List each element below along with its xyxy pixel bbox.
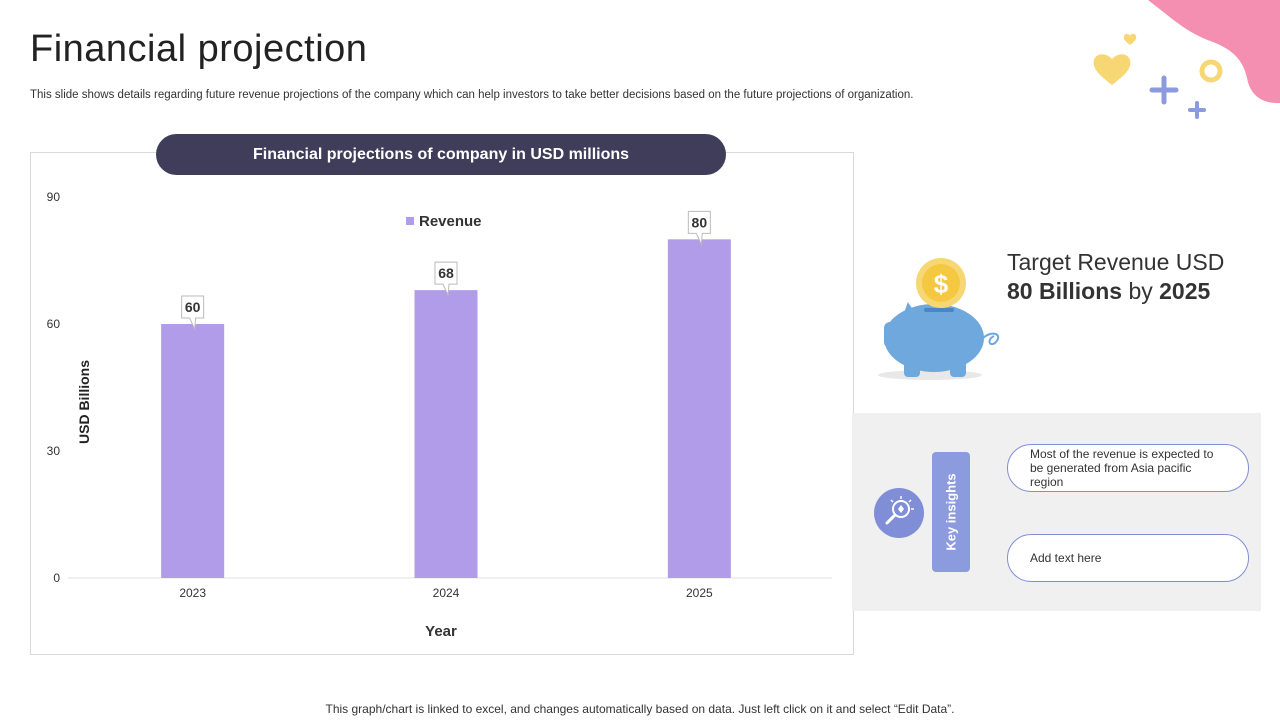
target-line-1: Target Revenue USD xyxy=(1007,249,1225,275)
target-year: 2025 xyxy=(1159,278,1211,304)
heart-icon xyxy=(1123,33,1137,45)
corner-decoration xyxy=(1093,0,1280,119)
insight-box-2[interactable]: Add text here xyxy=(1007,534,1249,582)
footer-note: This graph/chart is linked to excel, and… xyxy=(325,702,955,716)
target-revenue: Target Revenue USD 80 Billions by 2025 xyxy=(1007,248,1224,306)
pink-blob xyxy=(1148,0,1280,104)
dollar-coin-icon: $ xyxy=(916,258,966,308)
key-insights-tab: Key insights xyxy=(932,452,970,572)
target-amount: 80 Billions xyxy=(1007,278,1123,304)
piggy-bank-icon: $ xyxy=(878,258,1000,380)
insight-text-1: Most of the revenue is expected to be ge… xyxy=(1030,447,1214,489)
plus-icon xyxy=(1149,75,1179,105)
target-line-2: 80 Billions by 2025 xyxy=(1007,277,1224,306)
lightbulb-magnifier-icon xyxy=(885,496,914,525)
insight-box-1[interactable]: Most of the revenue is expected to be ge… xyxy=(1007,444,1249,492)
insight-icon-circle xyxy=(874,488,924,538)
insight-text-2: Add text here xyxy=(1030,551,1102,565)
chart-frame[interactable] xyxy=(30,152,854,655)
page-title: Financial projection xyxy=(30,28,368,70)
page-subtitle: This slide shows details regarding futur… xyxy=(30,89,914,101)
svg-text:$: $ xyxy=(934,269,949,299)
target-by: by xyxy=(1128,278,1153,304)
chart-header: Financial projections of company in USD … xyxy=(156,134,726,175)
key-insights-label: Key insights xyxy=(943,473,959,551)
plus-icon xyxy=(1188,101,1206,119)
circle-icon xyxy=(1199,59,1223,83)
heart-icon xyxy=(1093,54,1131,85)
